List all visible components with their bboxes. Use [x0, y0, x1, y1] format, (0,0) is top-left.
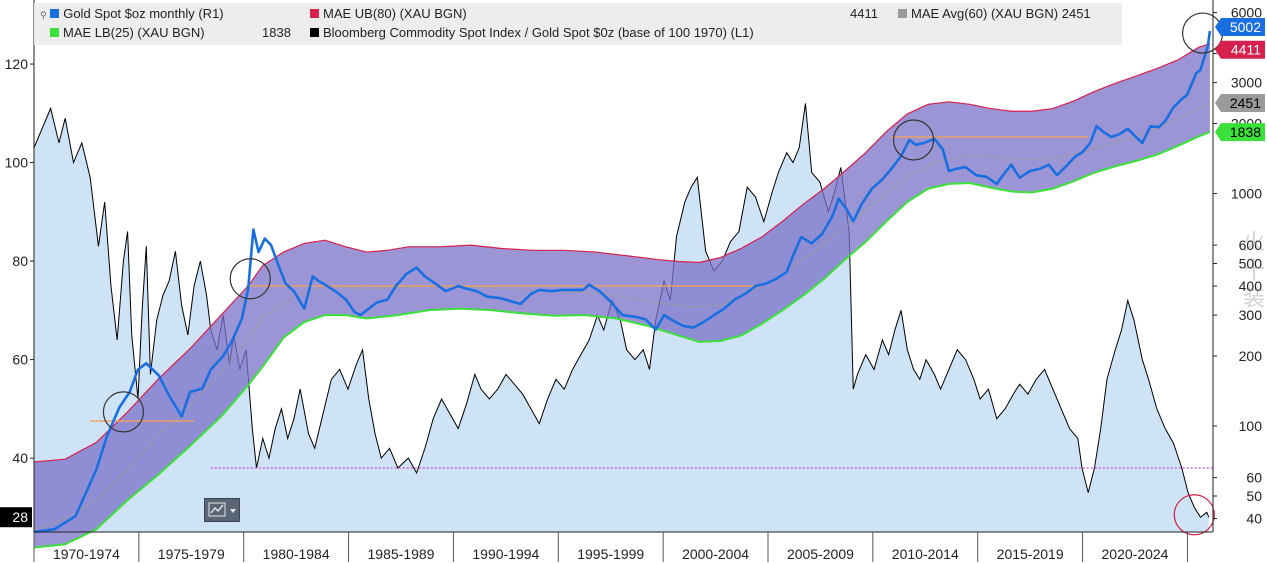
legend-item-gold[interactable]: ⚲ Gold Spot $oz monthly (R1) — [40, 6, 224, 21]
gold-line — [33, 30, 1212, 534]
band-fill — [34, 43, 1210, 548]
right-tick-label: 300 — [1239, 307, 1263, 323]
legend-label-mae-ub: MAE UB(80) (XAU BGN) — [323, 6, 467, 21]
annotations — [90, 136, 1213, 469]
left-tick-label: 60 — [12, 352, 28, 368]
value-tag-label-gold: 5002 — [1230, 19, 1261, 35]
legend-item-bcom-ratio[interactable]: Bloomberg Commodity Spot Index / Gold Sp… — [310, 25, 754, 40]
left-tick-label: 40 — [12, 450, 28, 466]
right-tick-label: 1000 — [1231, 186, 1262, 202]
legend-value-mae-ub: 4411 — [850, 6, 878, 21]
legend-label-gold: Gold Spot $oz monthly (R1) — [63, 6, 224, 21]
x-tick-label: 2010-2014 — [892, 546, 959, 562]
x-tick-label: 2020-2024 — [1102, 546, 1169, 562]
legend-swatch-mae-ub — [310, 9, 319, 18]
legend-value-mae-lb: 1838 — [262, 25, 291, 40]
value-tag-avg — [1215, 94, 1265, 113]
left-current-tag — [0, 507, 32, 528]
right-tick-label: 50 — [1246, 488, 1262, 504]
value-tag-label-avg: 2451 — [1230, 95, 1261, 111]
legend-item-mae-avg[interactable]: MAE Avg(60) (XAU BGN) 2451 — [898, 6, 1091, 21]
x-tick-label: 2015-2019 — [997, 546, 1064, 562]
watermark: 火 十 装 — [1240, 230, 1265, 309]
band-upper-line — [33, 43, 1211, 463]
legend-item-mae-lb[interactable]: MAE LB(25) (XAU BGN) — [50, 25, 205, 40]
value-tag-label-upper: 4411 — [1231, 42, 1261, 58]
legend-swatch-mae-avg — [898, 9, 907, 18]
chart-type-button[interactable] — [204, 498, 240, 522]
right-tick-label: 600 — [1239, 237, 1263, 253]
right-tick-label: 100 — [1239, 418, 1263, 434]
value-tag-label-lower: 1838 — [1230, 124, 1261, 140]
highlight-circle-0 — [102, 391, 145, 433]
legend: ⚲ Gold Spot $oz monthly (R1) MAE UB(80) … — [34, 3, 1122, 45]
x-tick-label: 1985-1989 — [368, 546, 435, 562]
right-tick-label: 500 — [1239, 256, 1263, 272]
right-tick-label: 40 — [1246, 511, 1262, 527]
highlight-circle-4 — [1173, 494, 1215, 536]
gold-series — [33, 12, 1224, 536]
value-tag-upper — [1215, 40, 1265, 59]
value-tag-gold — [1215, 18, 1265, 37]
legend-label-mae-lb: MAE LB(25) (XAU BGN) — [63, 25, 205, 40]
legend-label-bcom-ratio: Bloomberg Commodity Spot Index / Gold Sp… — [323, 25, 754, 40]
legend-item-mae-ub[interactable]: MAE UB(80) (XAU BGN) — [310, 6, 467, 21]
right-tick-label: 400 — [1239, 278, 1263, 294]
band-lower-line — [33, 131, 1211, 549]
left-tick-label: 120 — [5, 56, 29, 72]
band-avg-line — [33, 102, 1211, 530]
x-tick-label: 1990-1994 — [472, 546, 539, 562]
highlight-circle-1 — [229, 258, 271, 300]
legend-pin-icon: ⚲ — [40, 10, 47, 20]
legend-swatch-gold — [50, 9, 60, 18]
right-tick-label: 60 — [1246, 470, 1262, 486]
value-tags: 5002 4411 2451 1838 — [1215, 18, 1265, 142]
mae-band — [33, 43, 1211, 549]
right-tick-label: 3000 — [1231, 75, 1262, 91]
x-tick-label: 1975-1979 — [158, 546, 225, 562]
highlight-circle-2 — [892, 119, 935, 161]
legend-swatch-bcom-ratio — [310, 28, 319, 37]
ratio-area — [34, 103, 1209, 533]
value-tag-lower — [1215, 123, 1265, 142]
legend-label-mae-avg: MAE Avg(60) (XAU BGN) 2451 — [911, 6, 1091, 21]
right-tick-label: 6000 — [1231, 5, 1262, 21]
x-tick-label: 1970-1974 — [53, 546, 120, 562]
x-tick-label: 2000-2004 — [682, 546, 749, 562]
left-tick-label: 80 — [12, 253, 28, 269]
x-tick-label: 1995-1999 — [577, 546, 644, 562]
line-chart-icon — [208, 502, 236, 517]
legend-swatch-mae-lb — [50, 28, 59, 37]
left-current-tag-label: 28 — [12, 509, 28, 525]
x-tick-label: 2005-2009 — [787, 546, 854, 562]
x-tick-label: 1980-1984 — [263, 546, 330, 562]
left-tick-label: 100 — [5, 155, 29, 171]
right-tick-label: 200 — [1239, 348, 1263, 364]
